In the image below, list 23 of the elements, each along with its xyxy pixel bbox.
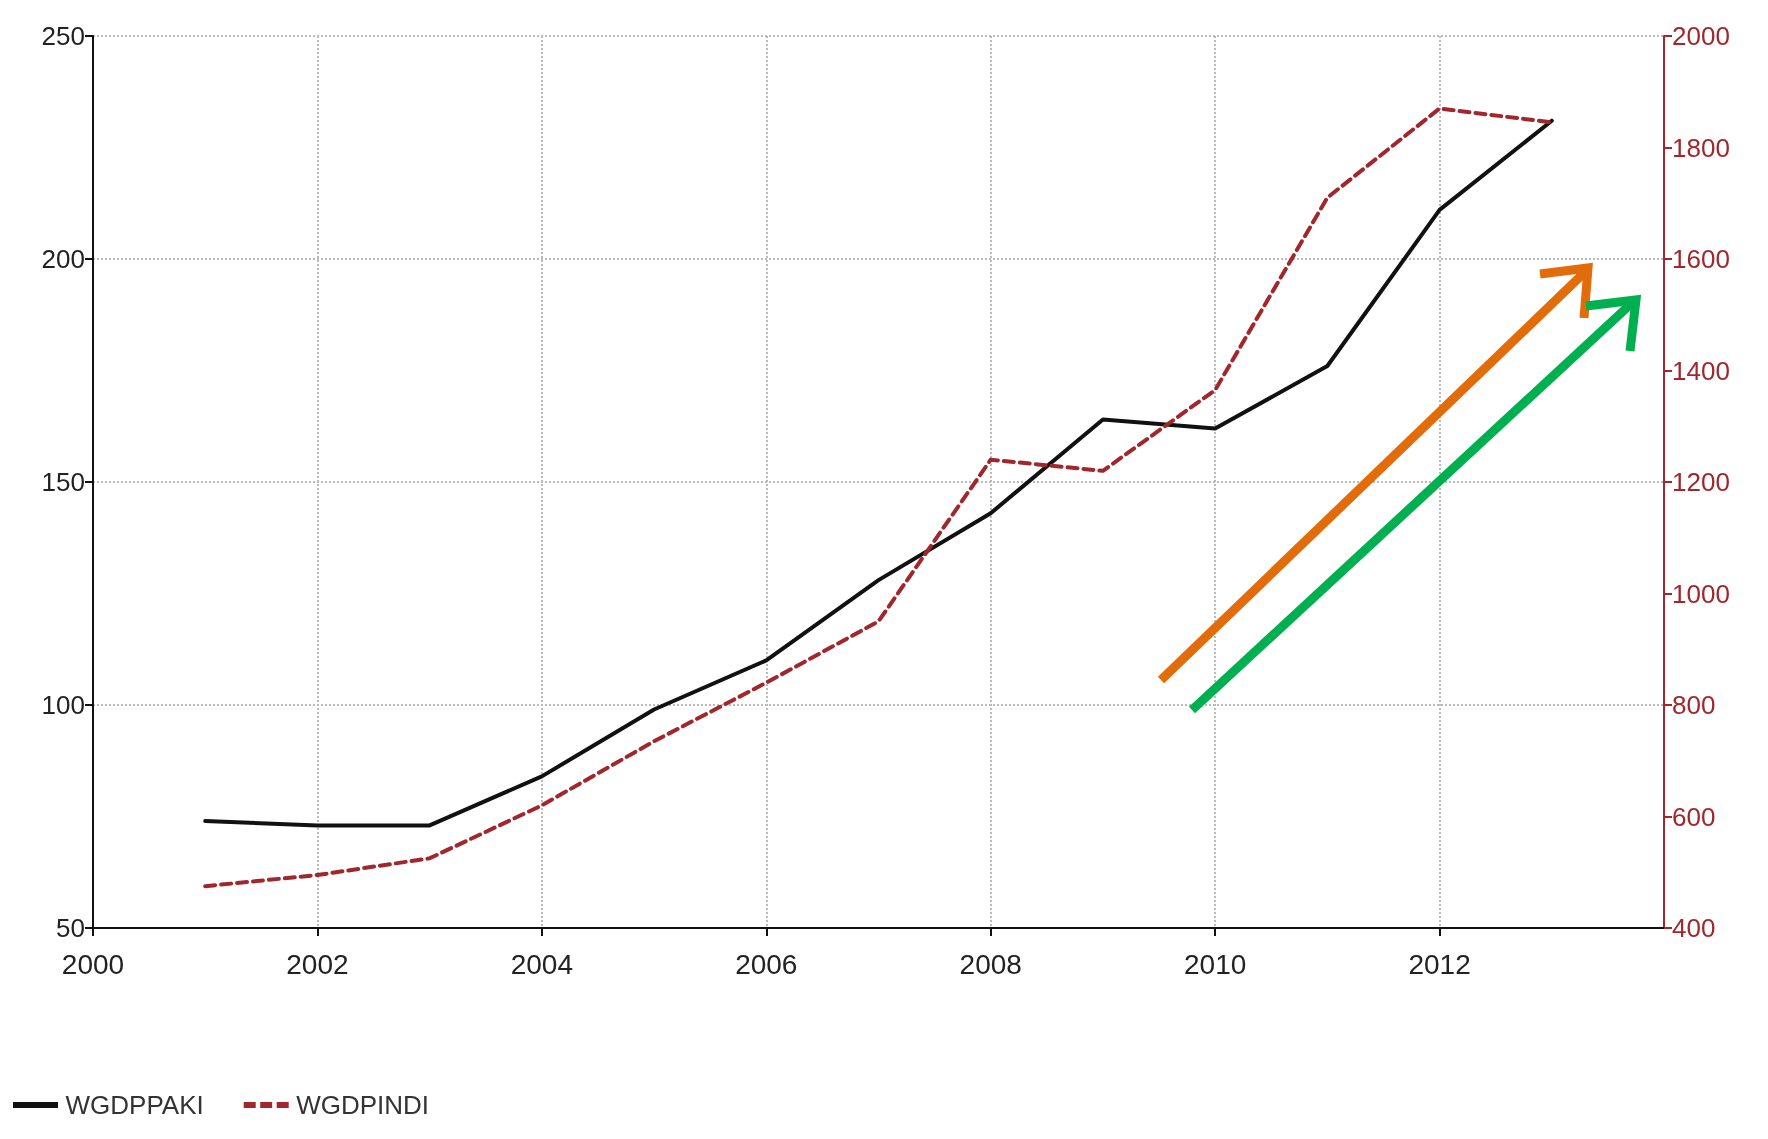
y-tick-label: 50 bbox=[56, 913, 85, 943]
legend-label: WGDPPAKI bbox=[65, 1090, 204, 1120]
y2-tick-label: 1400 bbox=[1672, 355, 1730, 386]
y2-tick-label: 1000 bbox=[1672, 578, 1730, 609]
y-tick-label: 250 bbox=[41, 21, 85, 51]
y-tick-label: 200 bbox=[41, 244, 85, 274]
x-tick-label: 2006 bbox=[735, 948, 798, 980]
y2-tick-label: 1200 bbox=[1672, 467, 1730, 497]
legend-label: WGDPINDI bbox=[296, 1090, 430, 1120]
x-tick-label: 2000 bbox=[61, 948, 125, 980]
y-tick-label: 100 bbox=[41, 690, 85, 720]
y2-tick-label: 2000 bbox=[1672, 21, 1730, 51]
y2-tick-label: 800 bbox=[1672, 690, 1716, 720]
x-tick-label: 2010 bbox=[1183, 948, 1247, 980]
x-tick-label: 2012 bbox=[1408, 948, 1471, 980]
y2-tick-label: 1800 bbox=[1672, 132, 1730, 163]
x-tick-label: 2002 bbox=[286, 948, 349, 980]
y2-tick-label: 400 bbox=[1672, 913, 1716, 943]
x-tick-label: 2004 bbox=[510, 948, 574, 980]
y-tick-label: 150 bbox=[41, 467, 85, 497]
y2-tick-label: 1600 bbox=[1672, 244, 1730, 274]
y2-tick-label: 600 bbox=[1672, 801, 1716, 832]
x-tick-label: 2008 bbox=[959, 948, 1022, 980]
